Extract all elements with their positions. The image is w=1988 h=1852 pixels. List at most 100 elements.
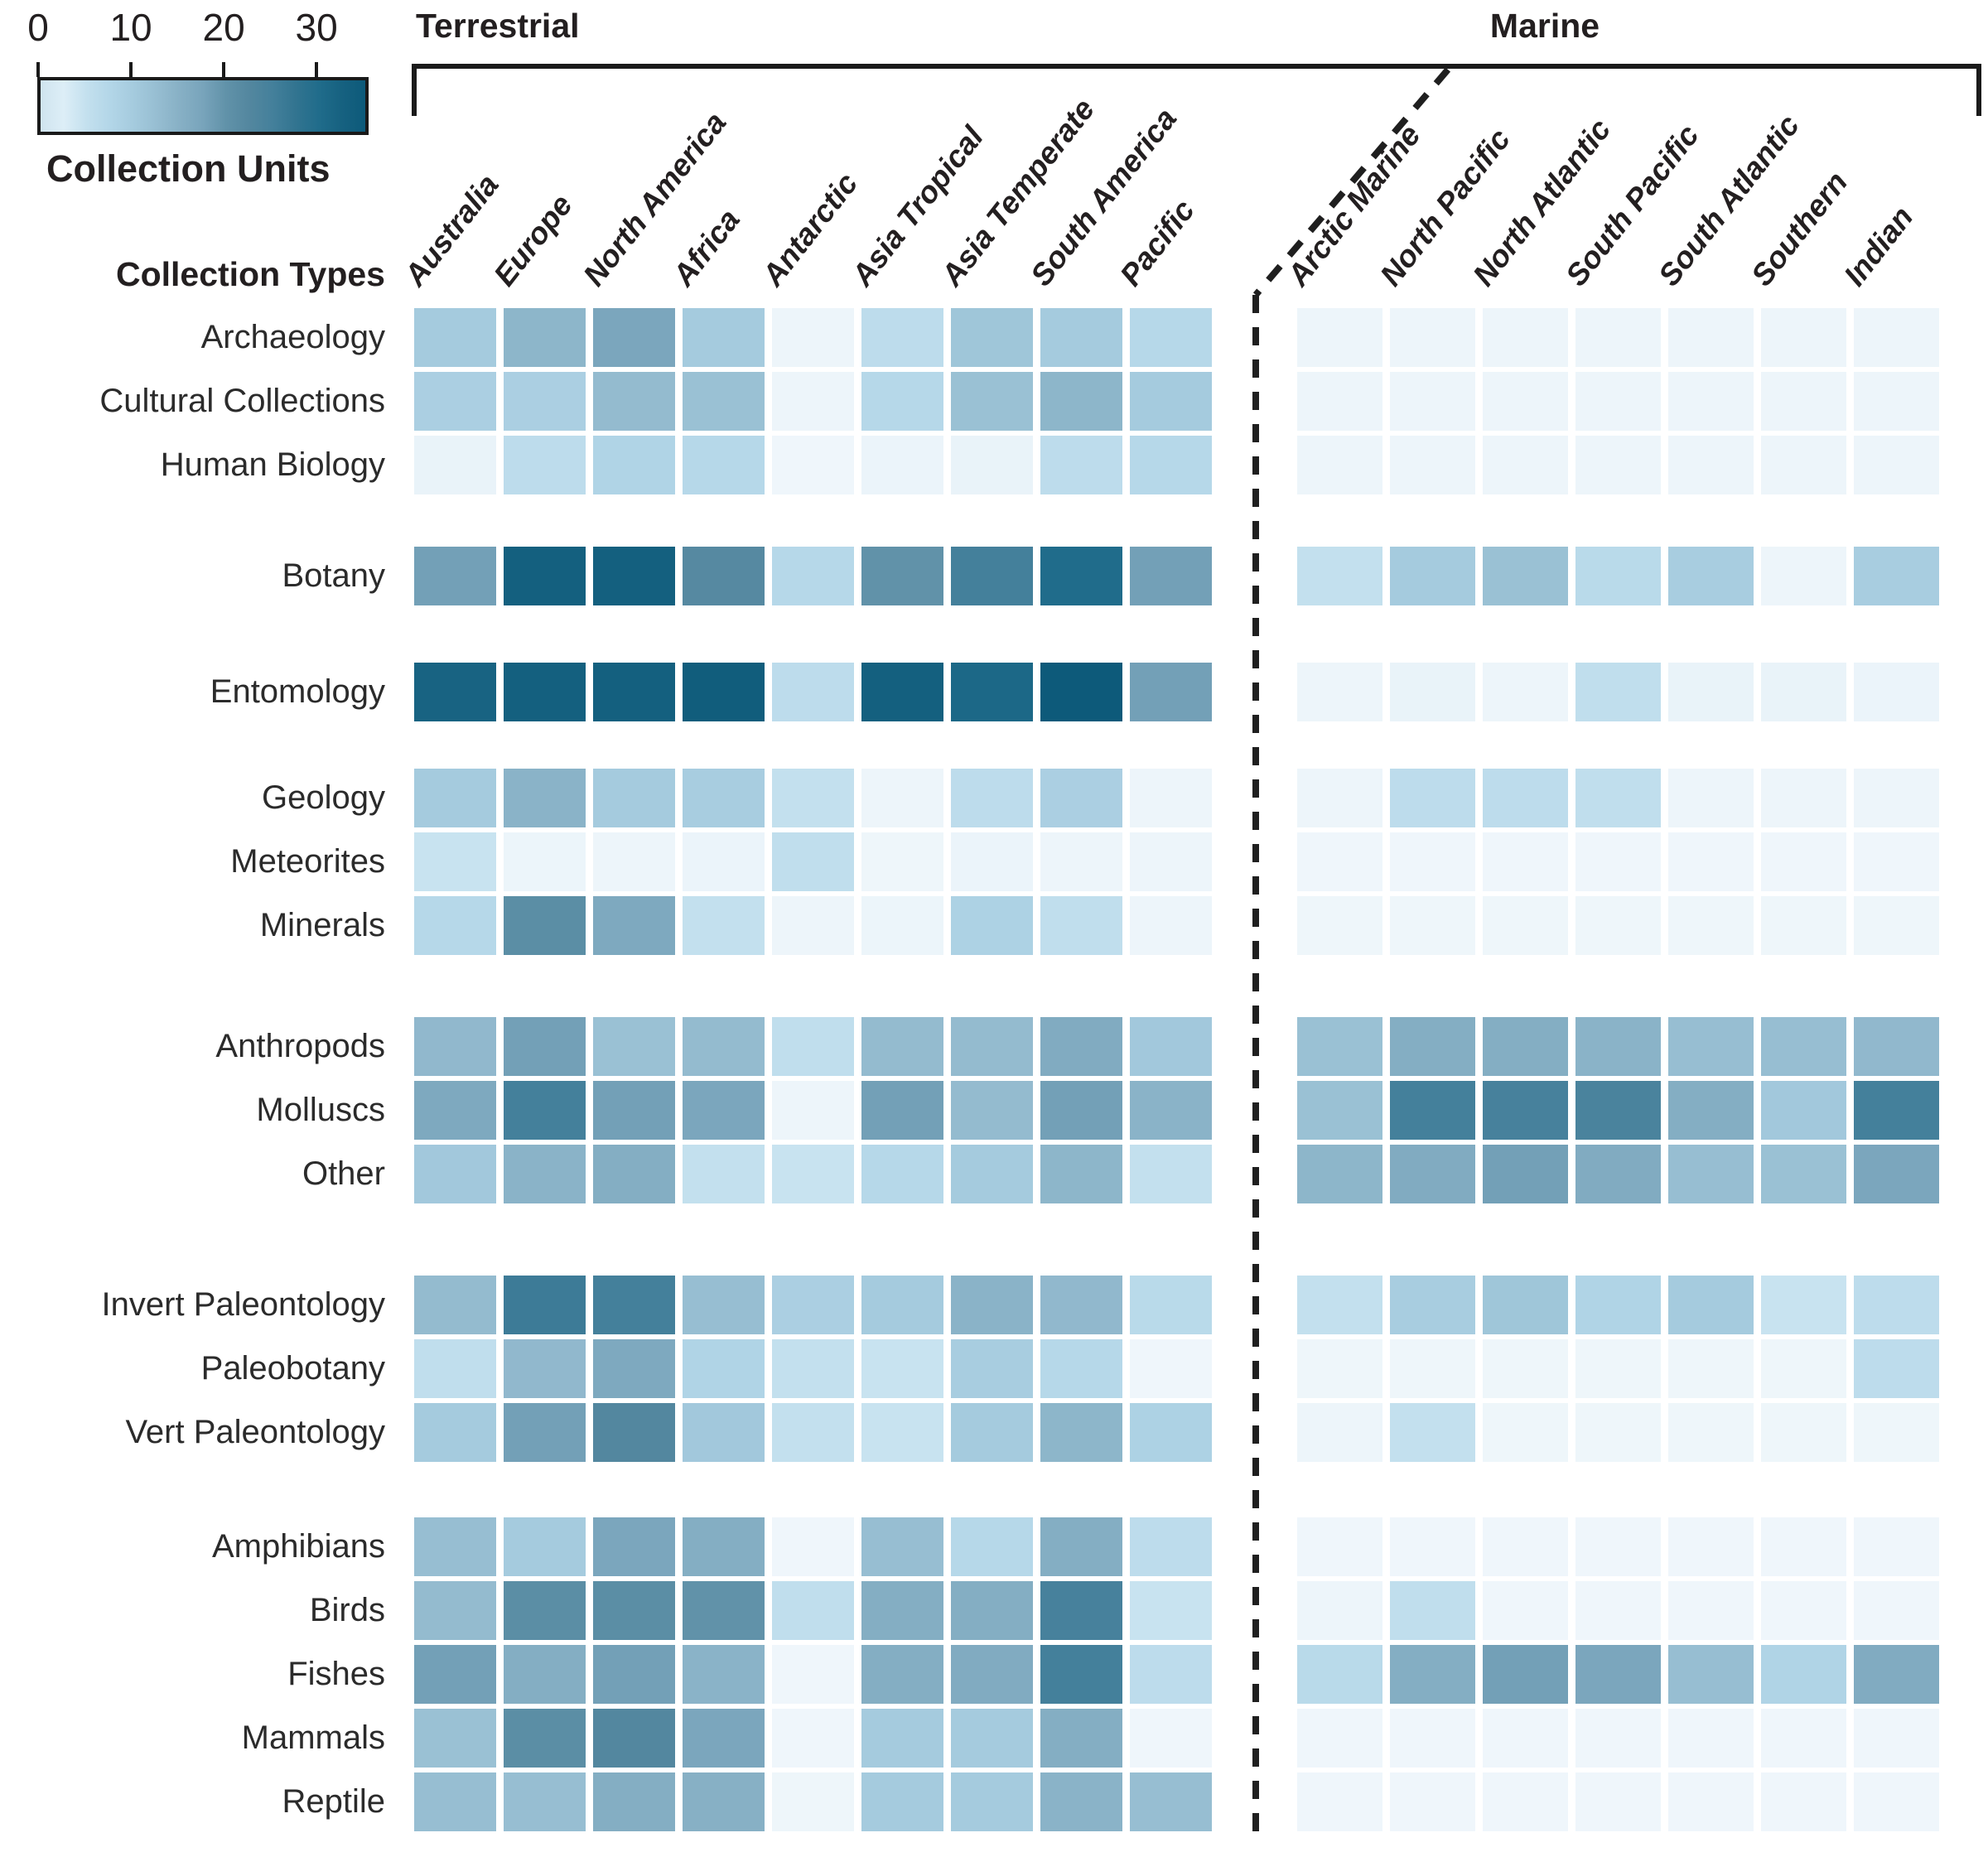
heatmap-cell (1390, 1581, 1475, 1640)
heatmap-cell (1297, 547, 1382, 605)
heatmap-cell (1668, 1145, 1754, 1203)
heatmap-cell (1575, 1339, 1661, 1398)
row-label: Other (302, 1155, 385, 1192)
heatmap-cell (1854, 1581, 1939, 1640)
heatmap-cell (1040, 436, 1122, 494)
heatmap-cell (1297, 1772, 1382, 1831)
row-label: Vert Paleontology (125, 1414, 385, 1450)
heatmap-cell (861, 1403, 943, 1462)
terrestrial-column-label: Australia (398, 167, 505, 292)
heatmap-cell (772, 547, 854, 605)
heatmap-cell (772, 1709, 854, 1768)
heatmap-cell (1668, 1276, 1754, 1334)
heatmap-cell (861, 1081, 943, 1140)
heatmap-cell (593, 1145, 675, 1203)
heatmap-cell (504, 1017, 586, 1076)
heatmap-cell (861, 1517, 943, 1576)
heatmap-cell (861, 896, 943, 955)
heatmap-cell (1040, 1709, 1122, 1768)
heatmap-cell (951, 663, 1033, 721)
heatmap-cell (1668, 547, 1754, 605)
heatmap-cell (1040, 372, 1122, 431)
heatmap-cell (951, 1081, 1033, 1140)
heatmap-cell (1761, 896, 1846, 955)
heatmap-cell (593, 1339, 675, 1398)
heatmap-cell (1297, 1517, 1382, 1576)
heatmap-cell (1130, 436, 1212, 494)
heatmap-cell (414, 1645, 496, 1704)
heatmap-cell (414, 1709, 496, 1768)
heatmap-cell (504, 1772, 586, 1831)
legend-tick-mark (315, 62, 319, 77)
heatmap-cell (1575, 1145, 1661, 1203)
heatmap-cell (772, 1276, 854, 1334)
heatmap-cell (1390, 769, 1475, 827)
legend-color-bar (37, 77, 369, 135)
heatmap-cell (593, 1709, 675, 1768)
heatmap-cell (1390, 1081, 1475, 1140)
heatmap-cell (1130, 1017, 1212, 1076)
heatmap-cell (951, 832, 1033, 891)
heatmap-cell (593, 308, 675, 367)
heatmap-cell (1297, 896, 1382, 955)
heatmap-cell (1040, 308, 1122, 367)
heatmap-cell (1297, 663, 1382, 721)
heatmap-cell (951, 1709, 1033, 1768)
heatmap-cell (504, 1645, 586, 1704)
row-label: Geology (262, 779, 385, 816)
heatmap-cell (414, 896, 496, 955)
heatmap-cell (683, 1709, 765, 1768)
heatmap-cell (504, 372, 586, 431)
terrestrial-column-label: Africa (666, 202, 747, 292)
heatmap-cell (1483, 832, 1568, 891)
heatmap-cell (1575, 547, 1661, 605)
heatmap-cell (593, 547, 675, 605)
heatmap-cell (772, 308, 854, 367)
heatmap-cell (593, 663, 675, 721)
heatmap-cell (951, 1017, 1033, 1076)
heatmap-cell (683, 547, 765, 605)
heatmap-cell (1575, 308, 1661, 367)
heatmap-cell (1483, 1145, 1568, 1203)
heatmap-cell (504, 1276, 586, 1334)
heatmap-cell (504, 1709, 586, 1768)
heatmap-cell (1761, 547, 1846, 605)
heatmap-cell (1130, 769, 1212, 827)
heatmap-cell (414, 1339, 496, 1398)
terrestrial-column-label: Europe (487, 188, 579, 292)
heatmap-cell (1668, 663, 1754, 721)
heatmap-cell (1040, 663, 1122, 721)
heatmap-cell (1483, 1339, 1568, 1398)
heatmap-cell (1483, 1645, 1568, 1704)
heatmap-cell (1854, 1709, 1939, 1768)
heatmap-cell (951, 1339, 1033, 1398)
heatmap-cell (1130, 1339, 1212, 1398)
marine-column-label: Indian (1837, 200, 1920, 292)
heatmap-cell (951, 372, 1033, 431)
heatmap-cell (683, 1645, 765, 1704)
heatmap-cell (683, 663, 765, 721)
heatmap-cell (1761, 1709, 1846, 1768)
heatmap-cell (1390, 1145, 1475, 1203)
heatmap-cell (1854, 1017, 1939, 1076)
heatmap-cell (1854, 436, 1939, 494)
heatmap-cell (1130, 1517, 1212, 1576)
heatmap-cell (1668, 1772, 1754, 1831)
heatmap-cell (861, 1709, 943, 1768)
terrestrial-column-label: Asia Temperate (934, 92, 1102, 292)
heatmap-cell (1854, 1145, 1939, 1203)
heatmap-cell (1040, 1276, 1122, 1334)
heatmap-cell (1668, 436, 1754, 494)
heatmap-cell (1761, 308, 1846, 367)
heatmap-cell (1130, 308, 1212, 367)
heatmap-cell (1040, 832, 1122, 891)
heatmap-cell (683, 1772, 765, 1831)
legend-tick-mark (222, 62, 226, 77)
heatmap-cell (1854, 832, 1939, 891)
row-label: Paleobotany (200, 1350, 385, 1387)
heatmap-cell (504, 1339, 586, 1398)
heatmap-cell (1854, 769, 1939, 827)
heatmap-cell (1297, 372, 1382, 431)
heatmap-cell (683, 1403, 765, 1462)
